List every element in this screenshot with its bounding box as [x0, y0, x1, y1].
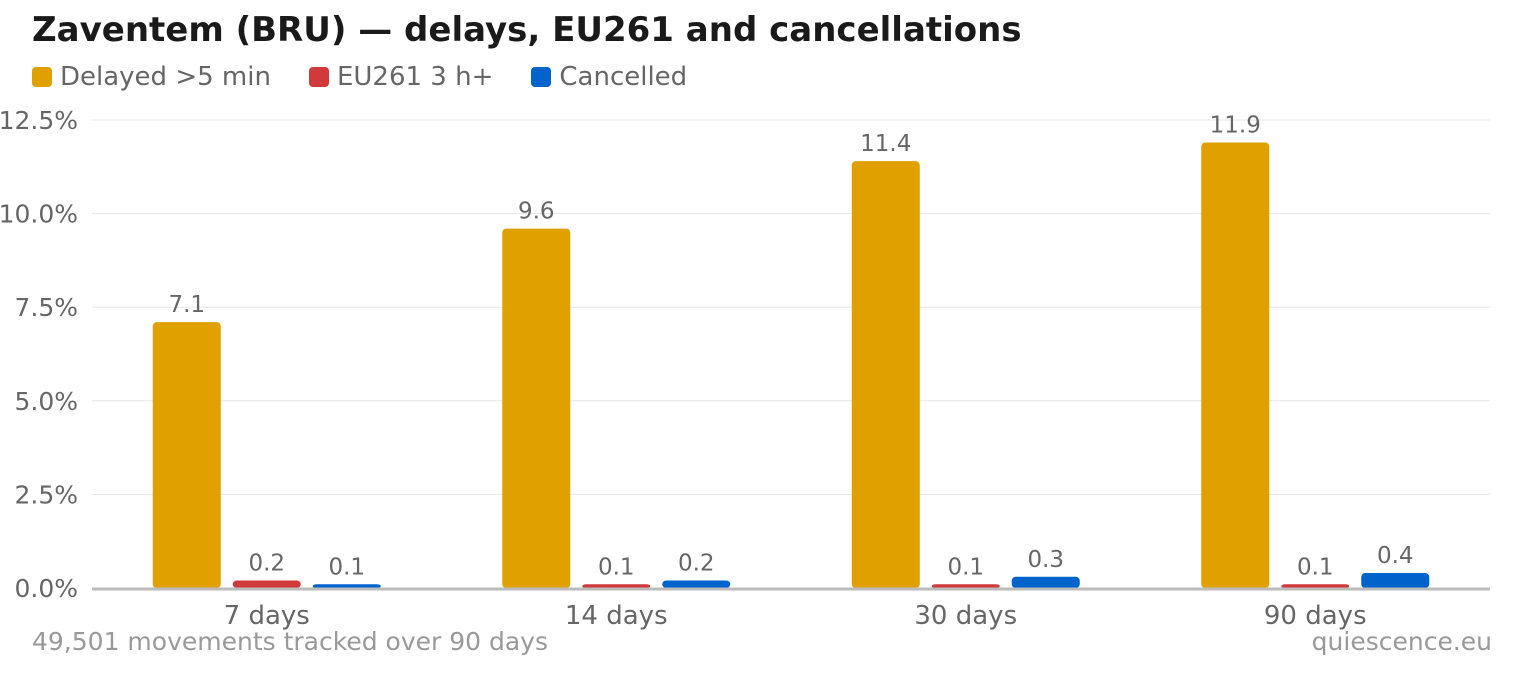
legend-label-cancelled: Cancelled [559, 62, 688, 92]
bar-delayed-5-min [152, 322, 221, 588]
legend-swatch-delayed [32, 67, 52, 87]
y-tick-label: 7.5% [14, 293, 78, 322]
data-label: 0.1 [947, 554, 984, 580]
bar-cancelled [1011, 576, 1080, 588]
bar-cancelled [312, 584, 381, 588]
y-tick-label: 10.0% [0, 200, 78, 229]
y-tick-label: 2.5% [14, 480, 78, 509]
data-label: 7.1 [168, 292, 205, 318]
legend-swatch-cancelled [531, 67, 552, 87]
legend-label-eu261: EU261 3 h+ [336, 62, 494, 92]
bar-eu261-3-h [232, 580, 301, 588]
footer-note: 49,501 movements tracked over 90 days [32, 627, 548, 656]
bar-delayed-5-min [502, 228, 571, 589]
data-label: 11.9 [1210, 112, 1261, 138]
data-label: 0.4 [1377, 543, 1414, 569]
data-label: 0.2 [678, 551, 715, 577]
x-tick-label: 7 days [224, 601, 310, 631]
footer-source: quiescence.eu [1311, 627, 1492, 656]
y-tick-label: 5.0% [14, 387, 78, 416]
legend-swatch-eu261 [308, 67, 329, 87]
bar-cancelled [1361, 573, 1430, 588]
bar-delayed-5-min [1201, 142, 1270, 589]
x-tick-label: 30 days [914, 601, 1017, 631]
chart-title: Zaventem (BRU) — delays, EU261 and cance… [32, 10, 1022, 50]
x-tick-label: 90 days [1264, 601, 1367, 631]
data-label: 0.1 [1297, 554, 1334, 580]
legend-item-cancelled: Cancelled [531, 62, 687, 92]
x-tick-label: 14 days [565, 601, 668, 631]
data-label: 9.6 [518, 199, 555, 225]
legend-item-eu261: EU261 3 h+ [308, 62, 494, 92]
bar-eu261-3-h [1281, 584, 1350, 588]
bar-delayed-5-min [851, 161, 920, 588]
bar-cancelled [662, 580, 731, 588]
data-label: 0.3 [1027, 547, 1064, 573]
y-tick-label: 12.5% [0, 106, 78, 135]
y-tick-label: 0.0% [14, 574, 78, 603]
bar-eu261-3-h [582, 584, 651, 588]
legend-item-delayed: Delayed >5 min [32, 62, 271, 92]
data-label: 0.1 [328, 554, 365, 580]
legend-label-delayed: Delayed >5 min [60, 62, 271, 92]
data-label: 0.1 [598, 554, 635, 580]
data-label: 11.4 [860, 131, 911, 157]
bar-eu261-3-h [931, 584, 1000, 588]
data-label: 0.2 [248, 551, 285, 577]
legend: Delayed >5 min EU261 3 h+ Cancelled [32, 60, 687, 94]
